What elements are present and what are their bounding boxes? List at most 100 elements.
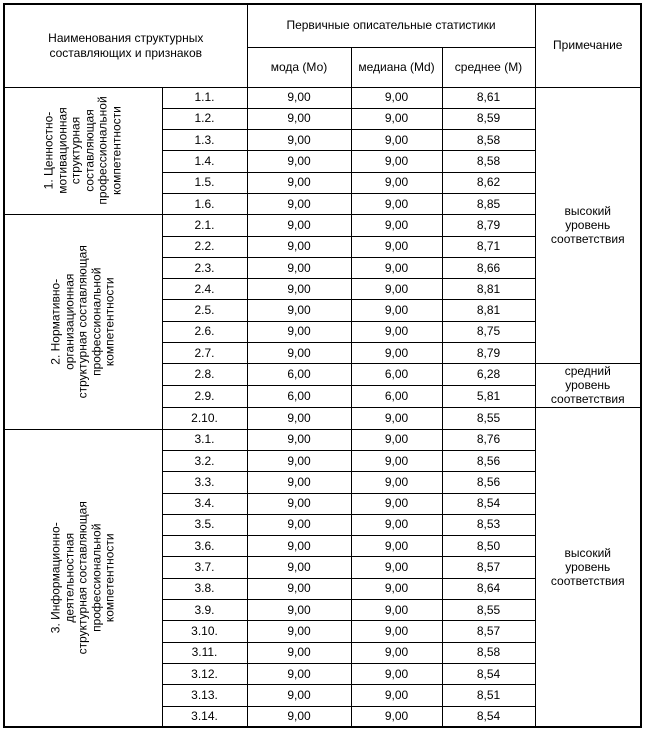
- mean-value-cell: 8,59: [441, 107, 536, 131]
- median-value-cell: 9,00: [350, 577, 443, 601]
- row-id-cell: 3.3.: [161, 471, 248, 494]
- row-id-cell: 3.10.: [161, 620, 248, 643]
- row-id-cell: 3.13.: [161, 684, 248, 707]
- mode-value-cell: 9,00: [246, 577, 352, 601]
- mode-value-cell: 9,00: [246, 86, 352, 109]
- note-label: высокий уровень соответствия: [550, 203, 625, 246]
- median-value-cell: 9,00: [350, 428, 443, 451]
- mean-value-cell: 8,79: [441, 342, 536, 365]
- row-id-cell: 1.2.: [161, 107, 248, 131]
- mean-value-cell: 8,76: [441, 428, 536, 451]
- row-id-cell: 2.8.: [161, 363, 248, 387]
- mode-value-cell: 9,00: [246, 342, 352, 365]
- median-value-cell: 9,00: [350, 171, 443, 194]
- mode-value-cell: 6,00: [246, 363, 352, 387]
- table-row: 2.2. 9,00 9,00 8,71: [4, 235, 641, 258]
- mean-value-cell: 8,79: [441, 214, 536, 237]
- median-value-cell: 9,00: [350, 407, 443, 430]
- row-id-cell: 3.9.: [161, 599, 248, 622]
- mean-value-cell: 5,81: [441, 385, 536, 409]
- row-id-cell: 2.3.: [161, 256, 248, 280]
- mode-value-cell: 9,00: [246, 535, 352, 558]
- median-value-cell: 9,00: [350, 235, 443, 258]
- names-column-header: Наименования структурных составляющих и …: [3, 3, 248, 88]
- mean-value-cell: 8,81: [441, 278, 536, 301]
- mean-value-cell: 8,56: [441, 449, 536, 473]
- row-id-cell: 2.2.: [161, 235, 248, 258]
- table-row: 2.10. 9,00 9,00 8,55 высокий уровень соответ…: [4, 407, 642, 728]
- table-row: 2.7. 9,00 9,00 8,79: [4, 342, 641, 365]
- mean-value-cell: 8,64: [441, 577, 536, 601]
- mean-value-cell: 8,55: [441, 407, 536, 430]
- median-value-cell: 9,00: [350, 299, 443, 322]
- vertical-label-wrap: 1. Ценностно-мотивационная структурная с…: [5, 88, 161, 214]
- median-column-header: медиана (Md): [350, 46, 443, 88]
- row-id-cell: 1.1.: [161, 86, 248, 109]
- table-body: 1. Ценностно-мотивационная структурная с…: [3, 86, 642, 728]
- mode-value-cell: 9,00: [246, 428, 352, 451]
- mean-value-cell: 8,61: [441, 86, 536, 109]
- mode-value-cell: 9,00: [246, 599, 352, 622]
- median-value-cell: 9,00: [350, 342, 443, 365]
- median-value-cell: 9,00: [350, 471, 443, 494]
- median-value-cell: 9,00: [350, 86, 443, 109]
- median-value-cell: 9,00: [350, 278, 443, 301]
- mean-value-cell: 8,71: [441, 235, 536, 258]
- mode-column-header: мода (Мо): [246, 46, 352, 88]
- note-cell: средний уровень соответствия: [534, 363, 642, 409]
- table-row: 3.12. 9,00 9,00 8,54: [4, 662, 641, 686]
- mode-value-cell: 6,00: [246, 385, 352, 409]
- median-value-cell: 9,00: [350, 192, 443, 216]
- header-row-1: Наименования структурных составляющих и …: [3, 3, 642, 88]
- names-column-header-text: Наименования структурных составляющих и …: [48, 30, 204, 60]
- group-label-cell: 1. Ценностно-мотивационная структурная с…: [3, 86, 163, 216]
- row-id-cell: 1.5.: [161, 171, 248, 194]
- table-row: 1. Ценностно-мотивационная структурная с…: [3, 86, 642, 365]
- mean-value-cell: 8,66: [441, 256, 536, 280]
- mode-value-cell: 9,00: [246, 449, 352, 473]
- median-value-cell: 9,00: [350, 662, 443, 686]
- group-label-cell: 2. Нормативно-организационная структурна…: [3, 214, 163, 430]
- mode-value-cell: 9,00: [246, 278, 352, 301]
- row-id-cell: 1.4.: [161, 150, 248, 173]
- row-id-cell: 2.7.: [161, 342, 248, 365]
- mean-value-cell: 8,57: [441, 620, 536, 643]
- table-row: 3.10. 9,00 9,00 8,57: [4, 620, 641, 643]
- mean-value-cell: 8,56: [441, 471, 536, 494]
- row-id-cell: 2.10.: [161, 407, 248, 430]
- table-row: 3.11. 9,00 9,00 8,58: [4, 641, 641, 664]
- mean-value-cell: 8,85: [441, 192, 536, 216]
- median-value-cell: 9,00: [350, 705, 443, 728]
- mode-value-cell: 9,00: [246, 705, 352, 728]
- row-id-cell: 3.14.: [161, 705, 248, 728]
- note-label: высокий уровень соответствия: [550, 545, 625, 588]
- mean-value-cell: 8,54: [441, 662, 536, 686]
- mode-value-cell: 9,00: [246, 492, 352, 515]
- mode-value-cell: 9,00: [246, 150, 352, 173]
- note-cell: высокий уровень соответствия: [534, 86, 642, 365]
- row-id-cell: 3.1.: [161, 428, 248, 451]
- row-id-cell: 2.6.: [161, 320, 248, 344]
- group-label: 2. Нормативно-организационная структурна…: [48, 245, 117, 399]
- mode-value-cell: 9,00: [246, 684, 352, 707]
- table-row: 3.8. 9,00 9,00 8,64: [4, 577, 641, 601]
- mean-value-cell: 8,75: [441, 320, 536, 344]
- median-value-cell: 6,00: [350, 385, 443, 409]
- median-value-cell: 9,00: [350, 129, 443, 152]
- mean-value-cell: 8,53: [441, 513, 536, 537]
- row-id-cell: 2.1.: [161, 214, 248, 237]
- vertical-label-wrap: 3. Информационно-деятельностная структур…: [5, 430, 161, 726]
- mode-value-cell: 9,00: [246, 407, 352, 430]
- mode-value-cell: 9,00: [246, 256, 352, 280]
- mode-value-cell: 9,00: [246, 320, 352, 344]
- note-column-header: Примечание: [534, 3, 642, 88]
- row-id-cell: 2.4.: [161, 278, 248, 301]
- mode-value-cell: 9,00: [246, 299, 352, 322]
- table-row: 3.5. 9,00 9,00 8,53: [4, 513, 641, 537]
- statistics-table: Наименования структурных составляющих и …: [3, 3, 642, 729]
- row-id-cell: 2.9.: [161, 385, 248, 409]
- median-value-cell: 9,00: [350, 492, 443, 515]
- median-value-cell: 9,00: [350, 214, 443, 237]
- mean-value-cell: 6,28: [441, 363, 536, 387]
- mean-value-cell: 8,54: [441, 492, 536, 515]
